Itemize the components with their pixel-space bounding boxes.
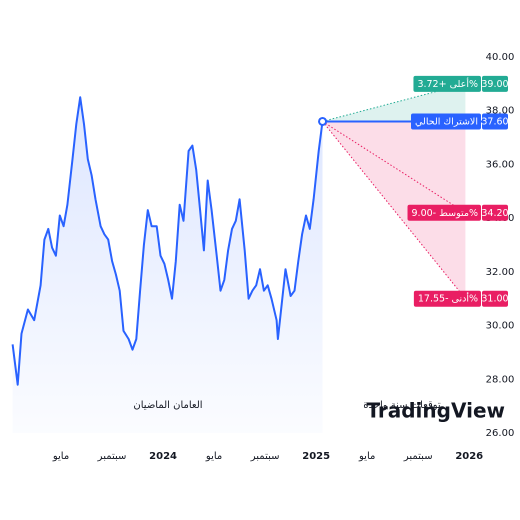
forecast-label: الاشتراك الحالي xyxy=(415,116,478,127)
x-tick-label: سبتمبر xyxy=(250,451,280,462)
forecast-label-bg xyxy=(407,204,481,221)
current-point xyxy=(318,116,328,126)
plot-area: 26.0028.0030.0032.0034.0036.0038.0040.00… xyxy=(11,52,515,462)
x-tick-label: 2025 xyxy=(302,451,330,462)
value-badge-text: 31.00 xyxy=(481,294,508,305)
value-badge-text: 34.20 xyxy=(481,208,508,219)
x-tick-label: 2024 xyxy=(149,451,177,462)
value-badge-text: 37.60 xyxy=(481,116,508,127)
x-tick-label: سبتمبر xyxy=(403,451,433,462)
forecast-line xyxy=(322,121,466,300)
forecast-label: أدنى -17.55% xyxy=(418,292,478,305)
forecast-label-bg xyxy=(413,290,481,307)
value-badge xyxy=(482,75,508,92)
y-tick-label: 38.00 xyxy=(486,106,515,117)
value-badge-text: 39.00 xyxy=(481,79,508,90)
y-tick-label: 36.00 xyxy=(486,159,515,170)
x-tick-label: مايو xyxy=(358,451,375,462)
value-badge xyxy=(482,290,508,307)
y-tick-label: 40.00 xyxy=(486,52,515,63)
watermark: TradingView xyxy=(366,399,505,423)
annotation: توقعات سنة واحدة xyxy=(363,400,441,411)
x-tick-label: سبتمبر xyxy=(97,451,127,462)
forecast-label-bg xyxy=(411,113,481,130)
x-tick-label: مايو xyxy=(52,451,69,462)
forecast-label-bg xyxy=(413,75,481,92)
price-line xyxy=(11,96,324,386)
x-tick-label: 2026 xyxy=(455,451,483,462)
annotation: العامان الماضيان xyxy=(133,400,202,411)
forecast-line xyxy=(322,121,466,214)
y-tick-label: 32.00 xyxy=(486,267,515,278)
y-tick-label: 30.00 xyxy=(486,321,515,332)
forecast-label: متوسط -9.00% xyxy=(412,208,478,219)
value-badge xyxy=(482,204,508,221)
y-tick-label: 28.00 xyxy=(486,374,515,385)
x-tick-label: مايو xyxy=(205,451,222,462)
area xyxy=(12,97,323,434)
forecast-label: أعلى +3.72% xyxy=(417,77,478,90)
y-tick-label: 26.00 xyxy=(486,428,515,439)
value-badge xyxy=(482,113,508,130)
